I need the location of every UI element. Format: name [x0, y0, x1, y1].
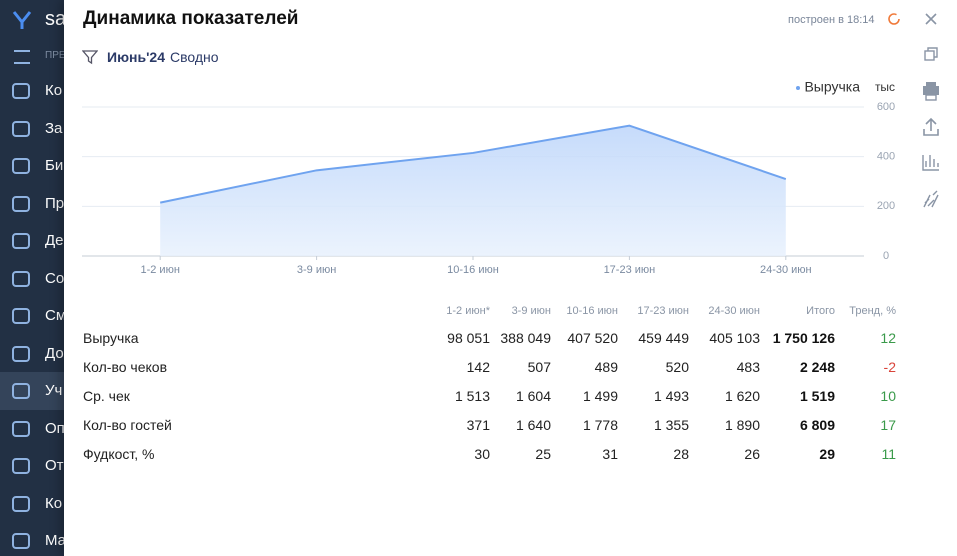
- menu-icon[interactable]: [12, 233, 30, 249]
- print-icon[interactable]: [923, 82, 939, 101]
- cell-value: 25: [535, 446, 551, 462]
- cell-value: 1 355: [653, 417, 689, 433]
- menu-icon[interactable]: [12, 270, 30, 287]
- menu-item[interactable]: Ко: [45, 494, 63, 512]
- cell-value: 1 499: [582, 388, 618, 404]
- menu-item[interactable]: См: [45, 307, 64, 324]
- row-total: 1 750 126: [772, 330, 835, 346]
- menu-item[interactable]: Со: [45, 269, 64, 287]
- cell-value: 1 778: [582, 417, 618, 433]
- menu-icon[interactable]: [12, 158, 30, 174]
- column-header: Итого: [806, 305, 835, 317]
- chart-icon[interactable]: [922, 155, 939, 171]
- refresh-icon[interactable]: [887, 12, 901, 26]
- export-icon[interactable]: [923, 117, 939, 136]
- column-header: 10-16 июн: [566, 305, 618, 317]
- cell-value: 489: [594, 359, 618, 375]
- link-icon[interactable]: [923, 190, 939, 208]
- cell-value: 1 493: [653, 388, 689, 404]
- filter-period[interactable]: Июнь'24: [107, 49, 165, 65]
- row-label: Ср. чек: [83, 388, 130, 404]
- menu-item[interactable]: От: [45, 457, 64, 474]
- cell-value: 407 520: [567, 330, 618, 346]
- row-trend: -2: [883, 359, 896, 375]
- row-total: 1 519: [799, 388, 835, 404]
- copy-icon[interactable]: [924, 47, 938, 61]
- modal-title: Динамика показателей: [83, 8, 299, 29]
- cell-value: 28: [673, 446, 689, 462]
- cell-value: 507: [527, 359, 551, 375]
- menu-item[interactable]: Оп: [45, 419, 64, 437]
- menu-icon[interactable]: [12, 420, 30, 437]
- cell-value: 30: [474, 446, 490, 462]
- menu-icon[interactable]: [12, 345, 30, 362]
- menu-icon[interactable]: [14, 50, 30, 64]
- menu-icon[interactable]: [12, 195, 30, 212]
- menu-item[interactable]: За: [45, 119, 63, 137]
- modal: Динамика показателей построен в 18:14 Ию…: [64, 0, 957, 556]
- row-total: 6 809: [799, 417, 835, 433]
- menu-item[interactable]: Де: [45, 232, 64, 249]
- menu-icon[interactable]: [12, 458, 30, 474]
- menu-icon[interactable]: [12, 495, 30, 512]
- column-header: 24-30 июн: [708, 305, 760, 317]
- logo[interactable]: sa: [45, 8, 64, 30]
- close-button[interactable]: [924, 12, 938, 26]
- menu-item[interactable]: Ко: [45, 82, 63, 99]
- cell-value: 520: [665, 359, 689, 375]
- menu-item[interactable]: Ма: [45, 532, 64, 549]
- cell-value: 142: [466, 359, 490, 375]
- row-trend: 17: [880, 417, 896, 433]
- cell-value: 371: [466, 417, 490, 433]
- cell-value: 26: [744, 446, 760, 462]
- menu-icon[interactable]: [12, 533, 30, 549]
- menu-item[interactable]: До: [45, 344, 64, 362]
- cell-value: 1 604: [515, 388, 551, 404]
- built-time: построен в 18:14: [788, 14, 875, 26]
- column-header: 17-23 июн: [637, 305, 689, 317]
- row-label: Выручка: [83, 330, 139, 346]
- filter-mode[interactable]: Сводно: [170, 49, 219, 65]
- menu-icon[interactable]: [12, 120, 30, 137]
- row-trend: 11: [881, 446, 896, 462]
- row-label: Фудкост, %: [83, 446, 155, 462]
- cell-value: 459 449: [638, 330, 689, 346]
- menu-icon[interactable]: [12, 83, 30, 99]
- column-header: 3-9 июн: [511, 305, 551, 317]
- row-label: Кол-во чеков: [83, 359, 168, 375]
- menu-item[interactable]: Уч: [45, 382, 63, 399]
- cell-value: 1 620: [724, 388, 760, 404]
- row-trend: 10: [880, 388, 896, 404]
- sidebar: sa ПРЕ Ко За Би Пр Де Со См До Уч Оп От Ко Ма: [0, 0, 64, 556]
- column-header: 1-2 июн*: [446, 305, 490, 317]
- menu-item[interactable]: Би: [45, 157, 64, 174]
- row-label: Кол-во гостей: [83, 417, 172, 433]
- cell-value: 405 103: [709, 330, 760, 346]
- cell-value: 1 890: [724, 417, 760, 433]
- active-row: [0, 372, 64, 410]
- cell-value: 1 640: [515, 417, 551, 433]
- toolbar: [922, 47, 939, 208]
- cell-value: 31: [602, 446, 618, 462]
- row-total: 2 248: [799, 359, 835, 375]
- menu-icon[interactable]: [12, 308, 30, 324]
- cell-value: 483: [736, 359, 760, 375]
- cell-value: 388 049: [500, 330, 551, 346]
- column-header: Тренд, %: [849, 305, 896, 317]
- filter-icon[interactable]: [82, 49, 98, 65]
- menu-item[interactable]: Пр: [45, 194, 64, 212]
- logo-icon: [12, 11, 32, 29]
- row-trend: 12: [880, 330, 896, 346]
- cell-value: 98 051: [447, 330, 490, 346]
- cell-value: 1 513: [454, 388, 490, 404]
- row-total: 29: [819, 446, 835, 462]
- menu-icon[interactable]: [12, 383, 30, 399]
- section-label: ПРЕ: [45, 50, 64, 61]
